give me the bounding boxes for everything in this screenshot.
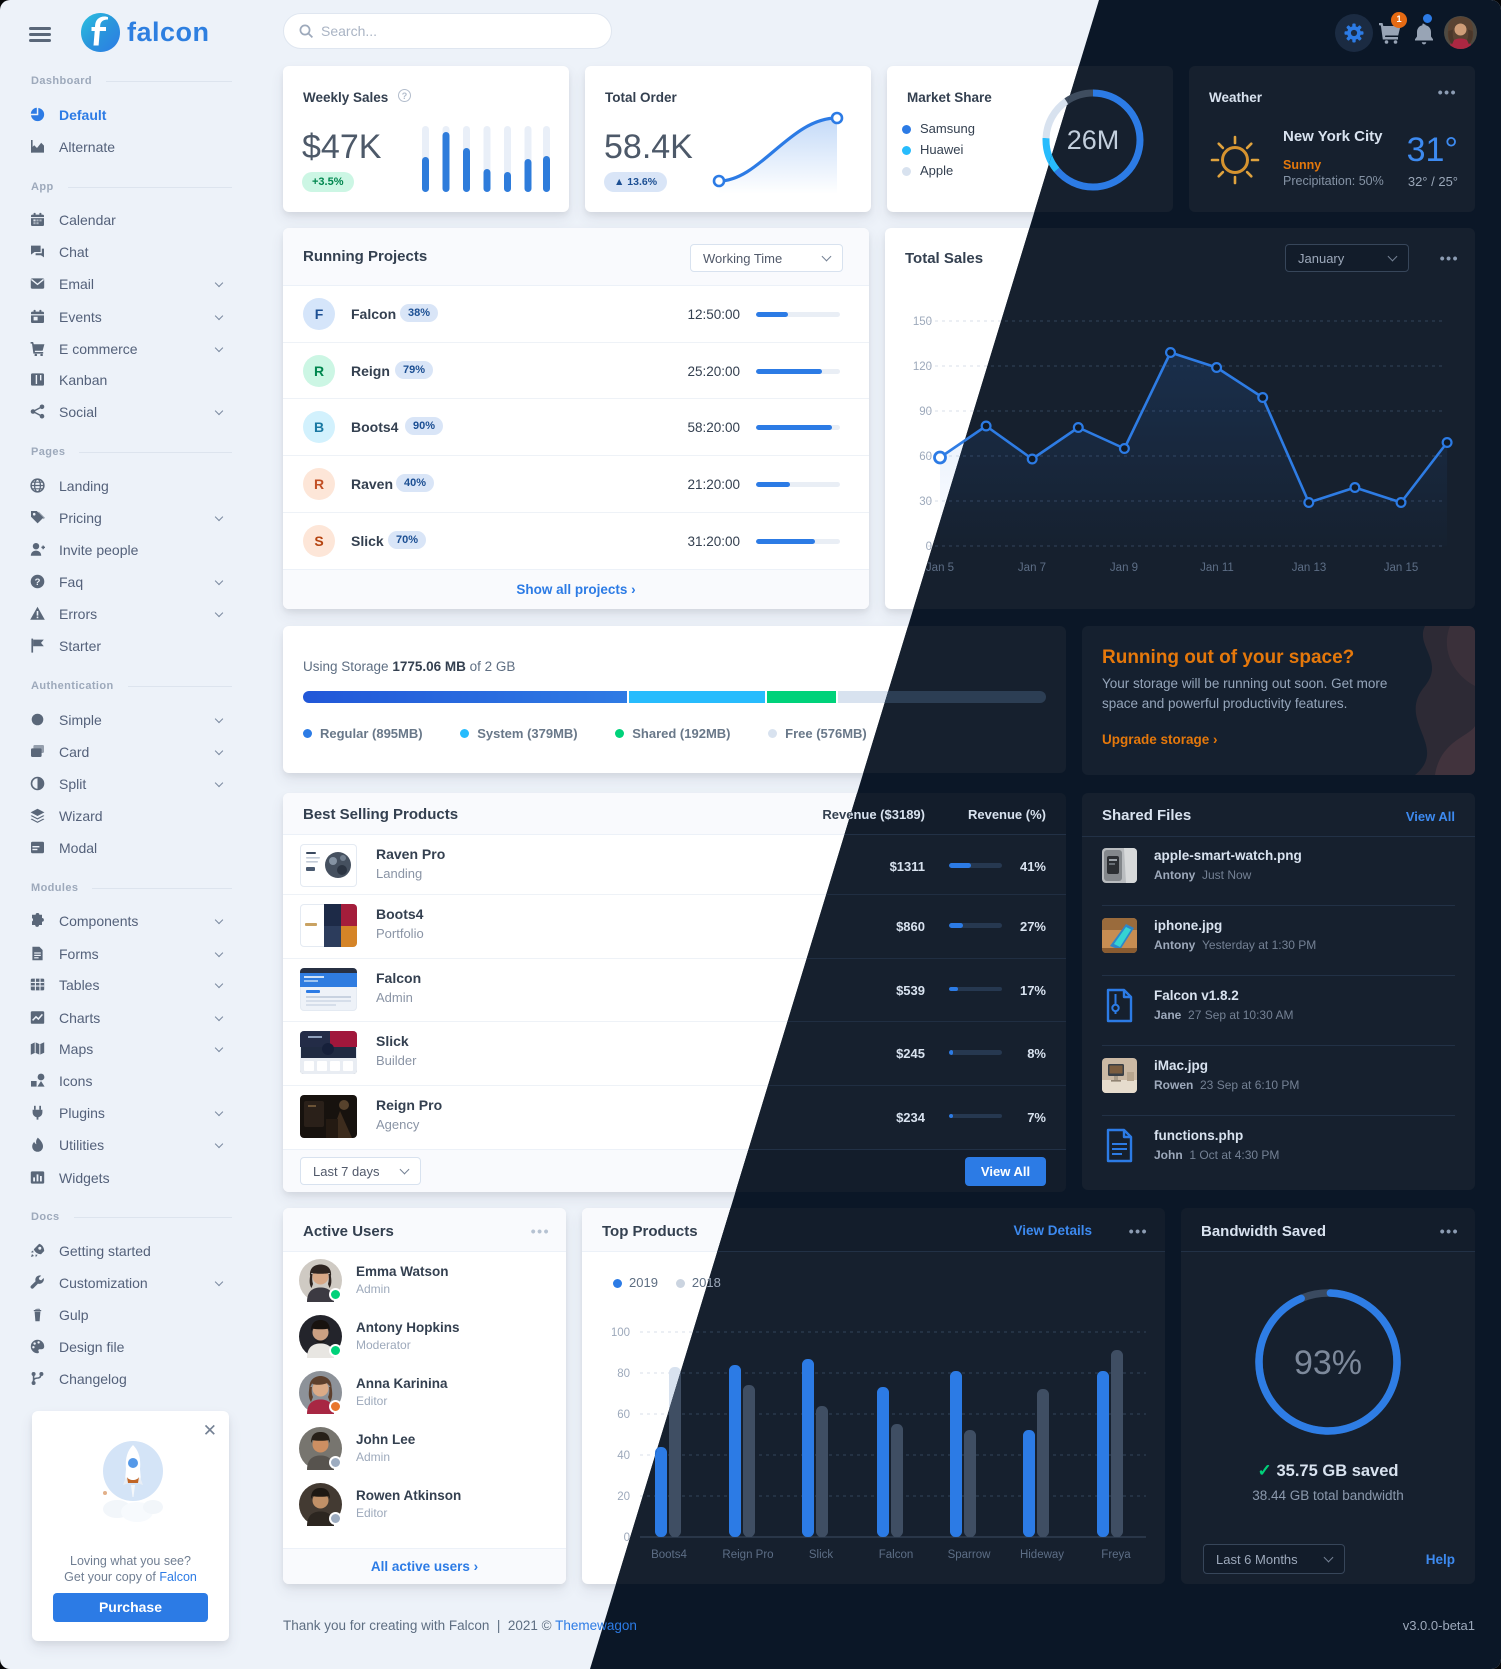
svg-text:120: 120 [913, 361, 932, 373]
svg-text:20: 20 [617, 1491, 630, 1503]
svg-text:0: 0 [624, 1532, 630, 1544]
svg-text:Sparrow: Sparrow [948, 1549, 992, 1561]
svg-text:Jan 13: Jan 13 [1292, 562, 1327, 574]
svg-text:Falcon: Falcon [879, 1549, 914, 1561]
svg-text:60: 60 [617, 1409, 630, 1421]
svg-text:60: 60 [919, 451, 932, 463]
svg-text:Jan 15: Jan 15 [1384, 562, 1419, 574]
svg-text:93%: 93% [1294, 1344, 1362, 1382]
svg-text:30: 30 [919, 496, 932, 508]
svg-text:Boots4: Boots4 [651, 1549, 687, 1561]
svg-text:26M: 26M [1067, 125, 1120, 155]
svg-text:Reign Pro: Reign Pro [722, 1549, 773, 1561]
svg-text:Jan 11: Jan 11 [1200, 562, 1234, 574]
svg-text:Jan 7: Jan 7 [1018, 562, 1046, 574]
svg-text:Freya: Freya [1101, 1549, 1131, 1561]
svg-text:Jan 5: Jan 5 [926, 562, 954, 574]
svg-text:0: 0 [926, 541, 932, 553]
svg-text:Jan 9: Jan 9 [1110, 562, 1138, 574]
svg-text:40: 40 [617, 1450, 630, 1462]
svg-text:Hideway: Hideway [1020, 1549, 1064, 1561]
svg-text:90: 90 [919, 406, 932, 418]
svg-text:80: 80 [617, 1368, 630, 1380]
svg-text:100: 100 [612, 1327, 630, 1339]
svg-text:?: ? [35, 577, 41, 588]
svg-text:150: 150 [913, 316, 932, 328]
svg-text:Slick: Slick [809, 1549, 834, 1561]
